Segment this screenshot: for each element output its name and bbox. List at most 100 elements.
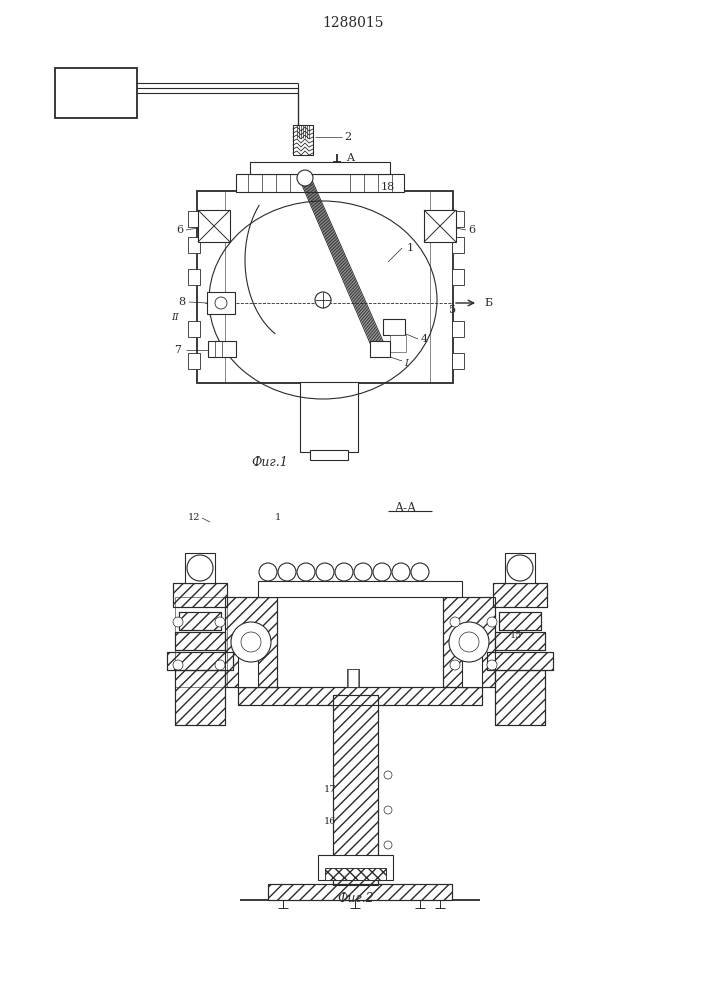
Bar [370, 341, 390, 357]
Bar [173, 583, 227, 607]
Bar [258, 581, 462, 597]
Bar [175, 670, 225, 725]
Text: 2: 2 [344, 132, 351, 142]
Bar [167, 652, 233, 670]
Bar [238, 687, 482, 705]
Bar [325, 868, 386, 880]
Circle shape [384, 771, 392, 779]
Bar [495, 670, 545, 725]
Bar [325, 868, 386, 880]
Bar [390, 335, 406, 352]
Bar [487, 652, 553, 670]
Circle shape [215, 660, 225, 670]
Bar [452, 353, 464, 369]
Bar [167, 652, 233, 670]
Text: II: II [171, 312, 179, 322]
Bar [225, 597, 277, 687]
Bar [188, 269, 200, 285]
Bar [452, 269, 464, 285]
Bar [499, 612, 541, 630]
Circle shape [384, 841, 392, 849]
Circle shape [316, 563, 334, 581]
Text: 1: 1 [407, 243, 414, 253]
Circle shape [278, 563, 296, 581]
Bar [188, 211, 200, 227]
Circle shape [215, 617, 225, 627]
Bar [188, 321, 200, 337]
Bar [197, 191, 453, 383]
Bar [185, 553, 215, 583]
Bar [424, 210, 456, 242]
Circle shape [297, 563, 315, 581]
Bar [495, 632, 545, 650]
Bar [175, 632, 225, 650]
Bar [268, 884, 452, 900]
Bar [238, 637, 258, 687]
Bar [443, 597, 495, 687]
Bar [175, 632, 225, 650]
Bar [173, 583, 227, 607]
Circle shape [487, 617, 497, 627]
Text: 17: 17 [324, 786, 336, 794]
Bar [293, 125, 313, 155]
Bar [208, 341, 236, 357]
Bar [198, 210, 230, 242]
Circle shape [231, 622, 271, 662]
Bar [55, 68, 137, 118]
Bar [268, 884, 452, 900]
Text: 8: 8 [178, 297, 185, 307]
Bar [188, 353, 200, 369]
Bar [505, 553, 535, 583]
Bar [487, 652, 553, 670]
Bar [443, 597, 495, 687]
Bar [495, 670, 545, 725]
Circle shape [315, 292, 331, 308]
Circle shape [449, 622, 489, 662]
Text: 1: 1 [275, 514, 281, 522]
Bar [499, 612, 541, 630]
Bar [175, 597, 227, 687]
Bar [310, 450, 348, 460]
Bar [452, 237, 464, 253]
Circle shape [297, 170, 313, 186]
Text: I: I [404, 359, 408, 367]
Text: A-A: A-A [394, 502, 416, 514]
Text: 7: 7 [175, 345, 182, 355]
Bar [493, 583, 547, 607]
Bar [452, 211, 464, 227]
Bar [383, 319, 405, 335]
Bar [495, 632, 545, 650]
Circle shape [335, 563, 353, 581]
Bar [347, 669, 359, 687]
Bar [238, 687, 482, 705]
Bar [236, 174, 404, 192]
Text: 3: 3 [91, 86, 101, 100]
Text: 12: 12 [187, 514, 200, 522]
Circle shape [173, 617, 183, 627]
Bar [179, 612, 221, 630]
Circle shape [411, 563, 429, 581]
Bar [175, 670, 225, 725]
Text: 16: 16 [324, 818, 336, 826]
Circle shape [173, 660, 183, 670]
Text: Б: Б [484, 298, 492, 308]
Text: A: A [203, 227, 211, 237]
Text: 5: 5 [450, 305, 457, 315]
Text: 4: 4 [421, 334, 428, 344]
Circle shape [450, 660, 460, 670]
Text: 1288015: 1288015 [322, 16, 384, 30]
Circle shape [187, 555, 213, 581]
Text: Фиг.1: Фиг.1 [252, 456, 288, 468]
Bar [462, 637, 482, 687]
Bar [225, 597, 277, 687]
Bar [300, 382, 358, 452]
Bar [250, 162, 390, 174]
Bar [207, 292, 235, 314]
Bar [333, 695, 378, 885]
Bar [318, 855, 393, 880]
Circle shape [384, 806, 392, 814]
Text: 18: 18 [381, 182, 395, 192]
Bar [188, 237, 200, 253]
Circle shape [354, 563, 372, 581]
Circle shape [373, 563, 391, 581]
